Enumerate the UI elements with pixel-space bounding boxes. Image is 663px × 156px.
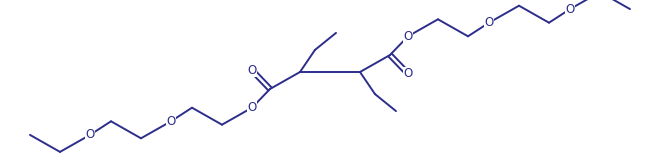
Text: O: O xyxy=(403,30,412,43)
Text: O: O xyxy=(247,64,257,77)
Text: O: O xyxy=(86,128,95,141)
Text: O: O xyxy=(247,101,257,114)
Text: O: O xyxy=(166,115,176,128)
Text: O: O xyxy=(403,67,412,80)
Text: O: O xyxy=(485,16,494,29)
Text: O: O xyxy=(566,3,575,16)
